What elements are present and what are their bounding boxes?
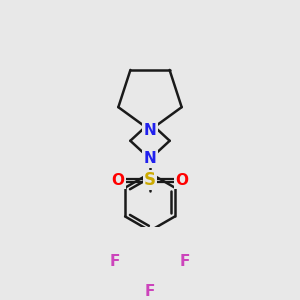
Text: O: O <box>175 172 188 188</box>
Text: S: S <box>144 171 156 189</box>
Text: F: F <box>180 254 190 268</box>
Text: F: F <box>145 284 155 299</box>
Text: N: N <box>144 152 156 166</box>
Text: O: O <box>112 172 125 188</box>
Text: F: F <box>110 254 120 268</box>
Text: N: N <box>144 123 156 138</box>
